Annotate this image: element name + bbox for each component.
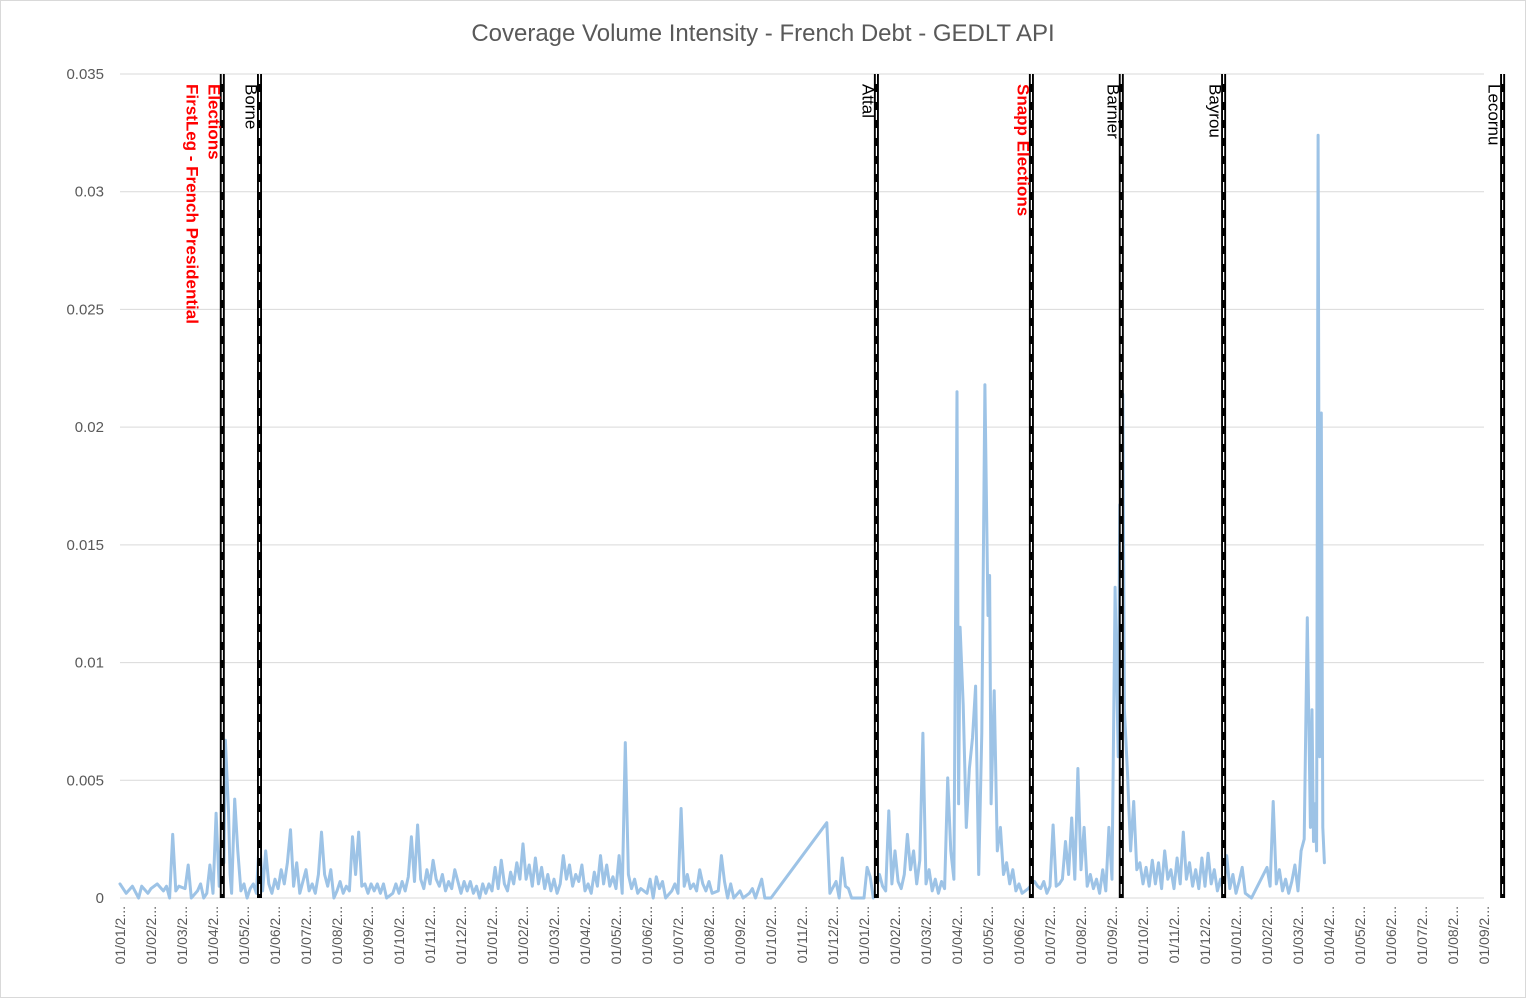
y-tick-label: 0.03 — [75, 184, 104, 201]
event-markers: FirstLeg - French Presidential Elections B… — [182, 74, 1506, 898]
x-tick-label: 01/09/2... — [360, 906, 376, 964]
event-label: Snapp Elections — [1013, 84, 1032, 216]
x-tick-label: 01/03/2... — [174, 906, 190, 964]
chart-title: Coverage Volume Intensity - French Debt … — [471, 20, 1055, 47]
x-tick-label: 01/02/2... — [1259, 906, 1275, 964]
x-tick-label: 01/06/2... — [639, 906, 655, 964]
y-tick-label: 0.005 — [66, 772, 104, 789]
x-axis-ticks: 01/01/2... 01/02/2... 01/03/2... 01/04/2...… — [112, 906, 1492, 964]
series-layer — [118, 133, 1326, 900]
gridlines — [120, 73, 1484, 899]
series-line — [118, 133, 1326, 900]
x-tick-label: 01/02/2... — [887, 906, 903, 964]
x-tick-label: 01/02/2... — [143, 906, 159, 964]
y-tick-label: 0.015 — [66, 537, 104, 554]
y-tick-label: 0.01 — [75, 655, 104, 672]
event-label: Barnier — [1103, 84, 1122, 139]
x-tick-label: 01/10/2... — [1135, 906, 1151, 964]
x-tick-label: 01/12/2... — [1197, 906, 1213, 964]
x-tick-label: 01/09/2... — [1104, 906, 1120, 964]
x-tick-label: 01/09/2... — [732, 906, 748, 964]
event-label: Elections — [204, 84, 223, 160]
x-tick-label: 01/08/2... — [1445, 906, 1461, 964]
x-tick-label: 01/10/2... — [391, 906, 407, 964]
x-tick-label: 01/08/2... — [329, 906, 345, 964]
x-tick-label: 01/11/2... — [1166, 906, 1182, 963]
y-tick-label: 0.035 — [66, 66, 104, 83]
x-tick-label: 01/08/2... — [1073, 906, 1089, 964]
event-label: Borne — [242, 84, 261, 129]
x-tick-label: 01/04/2... — [577, 906, 593, 964]
x-tick-label: 01/06/2... — [1011, 906, 1027, 964]
x-tick-label: 01/07/2... — [670, 906, 686, 964]
x-tick-label: 01/12/2... — [453, 906, 469, 964]
event-label: Lecornu — [1485, 84, 1504, 145]
x-tick-label: 01/01/2... — [1228, 906, 1244, 964]
y-tick-label: 0 — [96, 890, 104, 907]
x-tick-label: 01/01/2... — [856, 906, 872, 964]
x-tick-label: 01/02/2... — [515, 906, 531, 964]
x-tick-label: 01/08/2... — [701, 906, 717, 964]
x-tick-label: 01/06/2... — [267, 906, 283, 964]
x-tick-label: 01/05/2... — [980, 906, 996, 964]
x-tick-label: 01/01/2... — [484, 906, 500, 964]
x-tick-label: 01/05/2... — [236, 906, 252, 964]
y-tick-label: 0.02 — [75, 419, 104, 436]
event-label: Bayrou — [1206, 84, 1225, 138]
x-tick-label: 01/04/2... — [205, 906, 221, 964]
x-tick-label: 01/06/2... — [1383, 906, 1399, 964]
x-tick-label: 01/07/2... — [298, 906, 314, 964]
x-tick-label: 01/01/2... — [112, 906, 128, 964]
x-tick-label: 01/05/2... — [608, 906, 624, 964]
y-tick-label: 0.025 — [66, 301, 104, 318]
x-tick-label: 01/05/2... — [1352, 906, 1368, 964]
x-tick-label: 01/04/2... — [1321, 906, 1337, 964]
x-tick-label: 01/07/2... — [1414, 906, 1430, 964]
x-tick-label: 01/12/2... — [825, 906, 841, 964]
x-tick-label: 01/03/2... — [546, 906, 562, 964]
x-tick-label: 01/11/2... — [794, 906, 810, 963]
x-tick-label: 01/07/2... — [1042, 906, 1058, 964]
x-tick-label: 01/10/2... — [763, 906, 779, 964]
event-label: FirstLeg - French Presidential — [182, 84, 201, 324]
x-tick-label: 01/11/2... — [422, 906, 438, 963]
x-tick-label: 01/09/2... — [1476, 906, 1492, 964]
x-tick-label: 01/03/2... — [1290, 906, 1306, 964]
x-tick-label: 01/04/2... — [949, 906, 965, 964]
x-tick-label: 01/03/2... — [918, 906, 934, 964]
event-label: Attal — [858, 84, 877, 118]
y-axis-ticks: 0 0.005 0.01 0.015 0.02 0.025 0.03 0.035 — [66, 66, 104, 907]
